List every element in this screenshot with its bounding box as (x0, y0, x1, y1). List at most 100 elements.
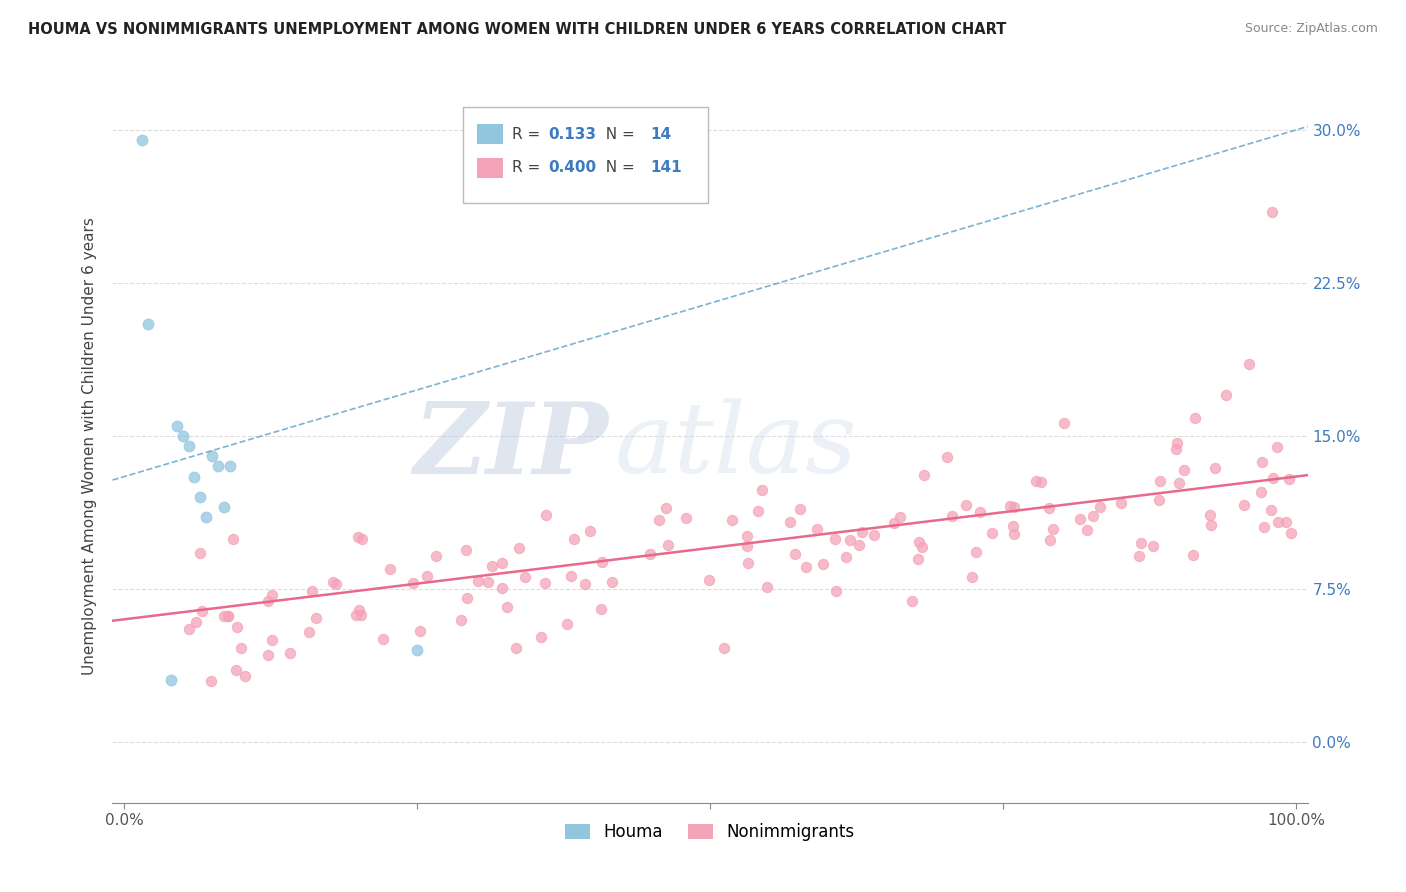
Point (505, 640, 527, 655)
Point (160, 673, 183, 688)
Point (1260, 503, 1282, 517)
Point (1215, 388, 1237, 402)
Point (591, 602, 613, 616)
Point (260, 632, 283, 647)
Point (225, 663, 247, 677)
Text: 0.133: 0.133 (548, 127, 596, 142)
Point (530, 630, 553, 644)
Point (901, 593, 924, 607)
Point (1081, 508, 1104, 523)
Point (350, 532, 373, 546)
Point (1237, 358, 1260, 372)
Text: N =: N = (596, 161, 640, 175)
Point (955, 498, 977, 512)
Point (1275, 515, 1298, 529)
Point (936, 450, 959, 464)
Point (908, 535, 931, 549)
Point (218, 609, 240, 624)
Point (534, 508, 557, 523)
Point (735, 528, 758, 542)
Point (1111, 496, 1133, 510)
Point (657, 538, 679, 552)
Point (491, 557, 513, 571)
Point (260, 588, 283, 602)
Point (533, 576, 555, 591)
Point (1149, 474, 1171, 488)
Text: ZIP: ZIP (413, 398, 609, 494)
Point (177, 622, 200, 636)
Point (1069, 512, 1091, 526)
Point (564, 532, 586, 546)
Point (415, 569, 437, 583)
Point (1039, 533, 1062, 548)
Point (1002, 527, 1025, 541)
Point (1001, 519, 1024, 533)
Point (1164, 442, 1187, 456)
Point (560, 568, 582, 582)
Point (1029, 475, 1052, 489)
Point (911, 541, 934, 555)
Point (838, 533, 860, 547)
Point (495, 599, 517, 614)
Point (825, 583, 848, 598)
Point (735, 539, 758, 553)
Point (191, 604, 214, 618)
Point (1142, 539, 1164, 553)
Point (231, 641, 253, 656)
Point (1201, 518, 1223, 533)
Point (1279, 525, 1302, 540)
Point (737, 556, 759, 570)
Point (647, 513, 669, 527)
Point (675, 511, 697, 525)
Point (278, 646, 301, 660)
Point (380, 562, 402, 576)
Point (835, 549, 858, 564)
Point (1147, 492, 1170, 507)
Point (794, 560, 817, 574)
Point (1250, 485, 1272, 500)
Point (481, 558, 503, 573)
Point (574, 577, 596, 591)
Point (347, 530, 370, 544)
Text: atlas: atlas (614, 399, 858, 493)
Text: 14: 14 (650, 127, 672, 142)
Point (1253, 520, 1275, 534)
Point (183, 469, 205, 483)
Point (721, 513, 744, 527)
Point (373, 632, 395, 646)
Point (980, 526, 1002, 541)
Point (907, 552, 929, 566)
Point (172, 429, 194, 443)
Point (863, 528, 886, 542)
Point (1038, 501, 1060, 516)
Point (965, 545, 987, 559)
Point (207, 459, 229, 474)
Point (756, 580, 779, 594)
Point (883, 516, 905, 530)
Point (298, 624, 321, 639)
Point (751, 483, 773, 497)
Point (1053, 416, 1076, 430)
Point (591, 555, 613, 569)
Text: 141: 141 (650, 161, 682, 175)
Point (889, 509, 911, 524)
Point (477, 575, 499, 590)
Point (425, 549, 447, 563)
Point (217, 609, 239, 624)
Point (579, 524, 602, 538)
Point (1002, 500, 1025, 514)
Point (508, 541, 530, 555)
Point (555, 616, 578, 631)
Point (257, 593, 280, 607)
Point (998, 499, 1021, 513)
Point (655, 501, 678, 516)
Point (305, 610, 328, 624)
Point (1265, 440, 1288, 454)
Point (811, 557, 834, 571)
Point (1076, 523, 1098, 537)
Point (1263, 471, 1285, 485)
Point (195, 510, 218, 524)
Point (779, 515, 801, 529)
Point (824, 532, 846, 546)
Point (602, 574, 624, 589)
